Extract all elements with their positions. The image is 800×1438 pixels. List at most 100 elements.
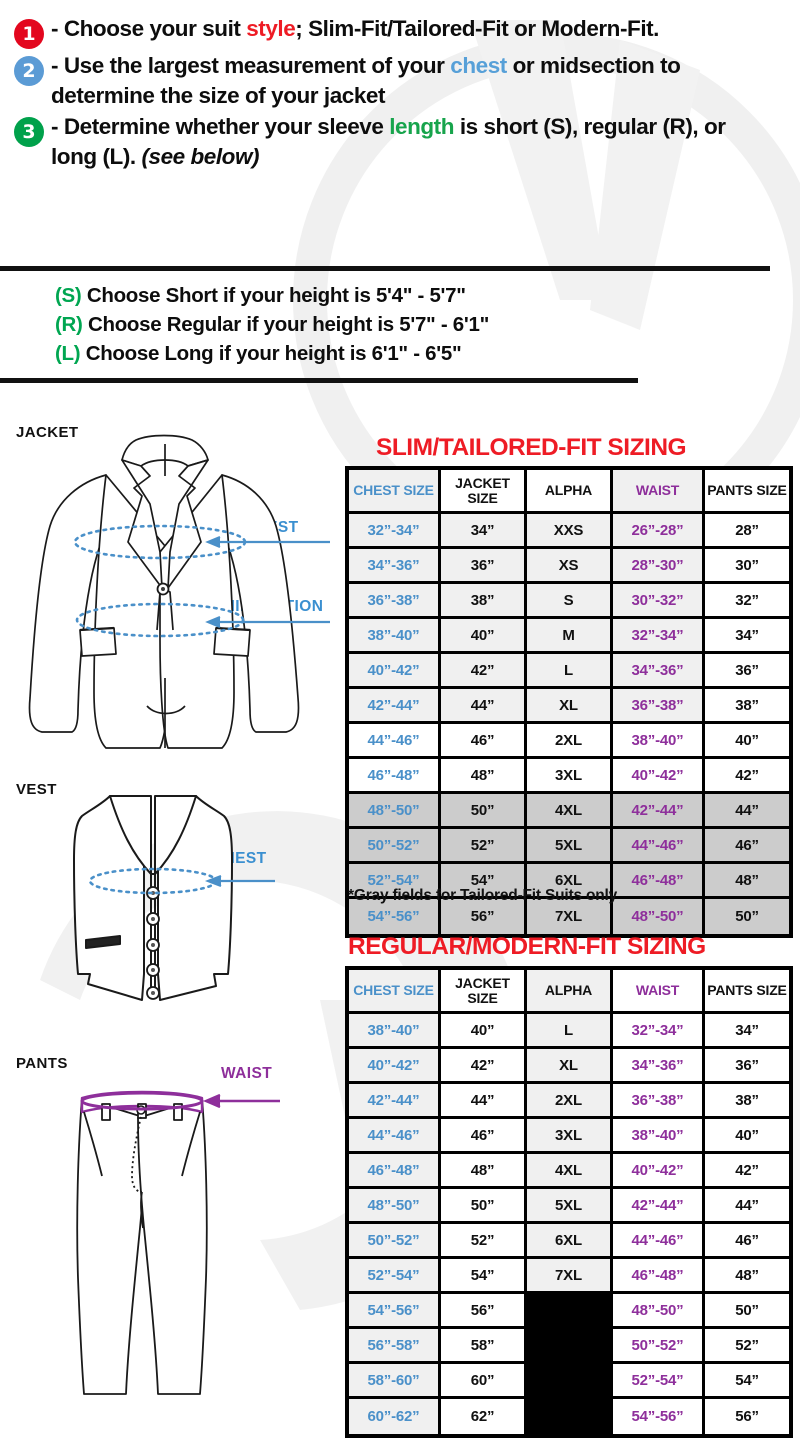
cell-jacket-size: 58” <box>441 1329 527 1364</box>
cell-alpha: XL <box>527 689 613 724</box>
cell-alpha-empty <box>527 1329 613 1364</box>
cell-chest-size: 44”-46” <box>349 724 441 759</box>
col-header-chest-size: CHEST SIZE <box>349 970 441 1014</box>
cell-jacket-size: 62” <box>441 1399 527 1434</box>
cell-chest-size: 50”-52” <box>349 1224 441 1259</box>
cell-jacket-size: 52” <box>441 1224 527 1259</box>
cell-jacket-size: 54” <box>441 1259 527 1294</box>
regular-table-title: REGULAR/MODERN-FIT SIZING <box>348 933 706 960</box>
table-row: 60”-62” 62” 54”-56” 56” <box>349 1399 789 1434</box>
cell-pants-size: 34” <box>705 1014 789 1049</box>
cell-waist: 44”-46” <box>613 829 705 864</box>
cell-chest-size: 46”-48” <box>349 759 441 794</box>
cell-jacket-size: 46” <box>441 1119 527 1154</box>
cell-alpha: 2XL <box>527 724 613 759</box>
cell-pants-size: 42” <box>705 759 789 794</box>
height-guide-line: (S) Choose Short if your height is 5'4" … <box>55 281 489 310</box>
step-item: 1 - Choose your suit style; Slim-Fit/Tai… <box>0 14 800 49</box>
height-code-r: (R) <box>55 313 83 337</box>
cell-alpha-empty <box>527 1364 613 1399</box>
cell-pants-size: 46” <box>705 1224 789 1259</box>
step-suffix-1: ; Slim-Fit/Tailored-Fit or Modern-Fit. <box>295 16 659 41</box>
cell-jacket-size: 60” <box>441 1364 527 1399</box>
cell-jacket-size: 48” <box>441 1154 527 1189</box>
cell-alpha: S <box>527 584 613 619</box>
table-header-row: CHEST SIZE JACKET SIZE ALPHA WAIST PANTS… <box>349 970 789 1014</box>
cell-chest-size: 32”-34” <box>349 514 441 549</box>
cell-waist: 30”-32” <box>613 584 705 619</box>
cell-chest-size: 60”-62” <box>349 1399 441 1434</box>
cell-waist: 34”-36” <box>613 654 705 689</box>
step-text-2: - Use the largest measurement of your ch… <box>51 51 776 110</box>
cell-chest-size: 42”-44” <box>349 1084 441 1119</box>
table-row: 46”-48” 48” 4XL 40”-42” 42” <box>349 1154 789 1189</box>
step-item: 2 - Use the largest measurement of your … <box>0 51 800 110</box>
cell-waist: 34”-36” <box>613 1049 705 1084</box>
cell-waist: 48”-50” <box>613 1294 705 1329</box>
step-text-1: - Choose your suit style; Slim-Fit/Tailo… <box>51 14 659 44</box>
table-row: 48”-50” 50” 5XL 42”-44” 44” <box>349 1189 789 1224</box>
height-text-l: Choose Long if your height is 6'1" - 6'5… <box>85 342 462 366</box>
cell-alpha: 5XL <box>527 829 613 864</box>
step-prefix-2: - Use the largest measurement of your <box>51 53 451 78</box>
cell-waist: 32”-34” <box>613 1014 705 1049</box>
cell-pants-size: 34” <box>705 619 789 654</box>
table-row: 44”-46” 46” 2XL 38”-40” 40” <box>349 724 789 759</box>
cell-chest-size: 38”-40” <box>349 1014 441 1049</box>
slim-fit-sizing-table: CHEST SIZE JACKET SIZE ALPHA WAIST PANTS… <box>345 466 793 938</box>
col-header-pants-size: PANTS SIZE <box>705 970 789 1014</box>
cell-pants-size: 40” <box>705 724 789 759</box>
col-header-waist: WAIST <box>613 970 705 1014</box>
cell-chest-size: 50”-52” <box>349 829 441 864</box>
cell-chest-size: 44”-46” <box>349 1119 441 1154</box>
cell-pants-size: 36” <box>705 1049 789 1084</box>
table-row: 42”-44” 44” 2XL 36”-38” 38” <box>349 1084 789 1119</box>
cell-pants-size: 56” <box>705 1399 789 1434</box>
step-keyword-2: chest <box>450 53 507 78</box>
cell-pants-size: 38” <box>705 689 789 724</box>
cell-jacket-size: 34” <box>441 514 527 549</box>
cell-chest-size: 54”-56” <box>349 1294 441 1329</box>
height-text-r: Choose Regular if your height is 5'7" - … <box>87 313 489 337</box>
cell-pants-size: 50” <box>705 1294 789 1329</box>
cell-chest-size: 56”-58” <box>349 1329 441 1364</box>
cell-jacket-size: 38” <box>441 584 527 619</box>
divider-bottom <box>0 378 638 383</box>
cell-waist: 32”-34” <box>613 619 705 654</box>
cell-pants-size: 38” <box>705 1084 789 1119</box>
cell-waist: 36”-38” <box>613 1084 705 1119</box>
height-text-s: Choose Short if your height is 5'4" - 5'… <box>86 284 466 307</box>
vest-illustration <box>73 795 275 1001</box>
regular-fit-sizing-table: CHEST SIZE JACKET SIZE ALPHA WAIST PANTS… <box>345 966 793 1438</box>
cell-pants-size: 30” <box>705 549 789 584</box>
col-header-pants-size: PANTS SIZE <box>705 470 789 514</box>
cell-chest-size: 36”-38” <box>349 584 441 619</box>
cell-chest-size: 38”-40” <box>349 619 441 654</box>
step-number-badge-3: 3 <box>14 117 44 148</box>
cell-alpha: 3XL <box>527 1119 613 1154</box>
height-code-s: (S) <box>55 284 82 307</box>
table-row: 32”-34” 34” XXS 26”-28” 28” <box>349 514 789 549</box>
height-guide-line: (R) Choose Regular if your height is 5'7… <box>55 310 489 339</box>
cell-waist: 38”-40” <box>613 1119 705 1154</box>
cell-waist: 52”-54” <box>613 1364 705 1399</box>
cell-chest-size: 48”-50” <box>349 794 441 829</box>
cell-waist: 42”-44” <box>613 1189 705 1224</box>
cell-chest-size: 52”-54” <box>349 1259 441 1294</box>
table-row: 46”-48” 48” 3XL 40”-42” 42” <box>349 759 789 794</box>
cell-alpha: XS <box>527 549 613 584</box>
col-header-alpha: ALPHA <box>527 470 613 514</box>
table-row: 34”-36” 36” XS 28”-30” 30” <box>349 549 789 584</box>
cell-alpha: 2XL <box>527 1084 613 1119</box>
table-row: 38”-40” 40” M 32”-34” 34” <box>349 619 789 654</box>
cell-pants-size: 48” <box>705 1259 789 1294</box>
cell-waist: 46”-48” <box>613 864 705 899</box>
cell-chest-size: 46”-48” <box>349 1154 441 1189</box>
cell-chest-size: 34”-36” <box>349 549 441 584</box>
table-row: 54”-56” 56” 48”-50” 50” <box>349 1294 789 1329</box>
cell-jacket-size: 44” <box>441 1084 527 1119</box>
table-row: 42”-44” 44” XL 36”-38” 38” <box>349 689 789 724</box>
cell-pants-size: 46” <box>705 829 789 864</box>
cell-jacket-size: 56” <box>441 1294 527 1329</box>
table-row: 56”-58” 58” 50”-52” 52” <box>349 1329 789 1364</box>
